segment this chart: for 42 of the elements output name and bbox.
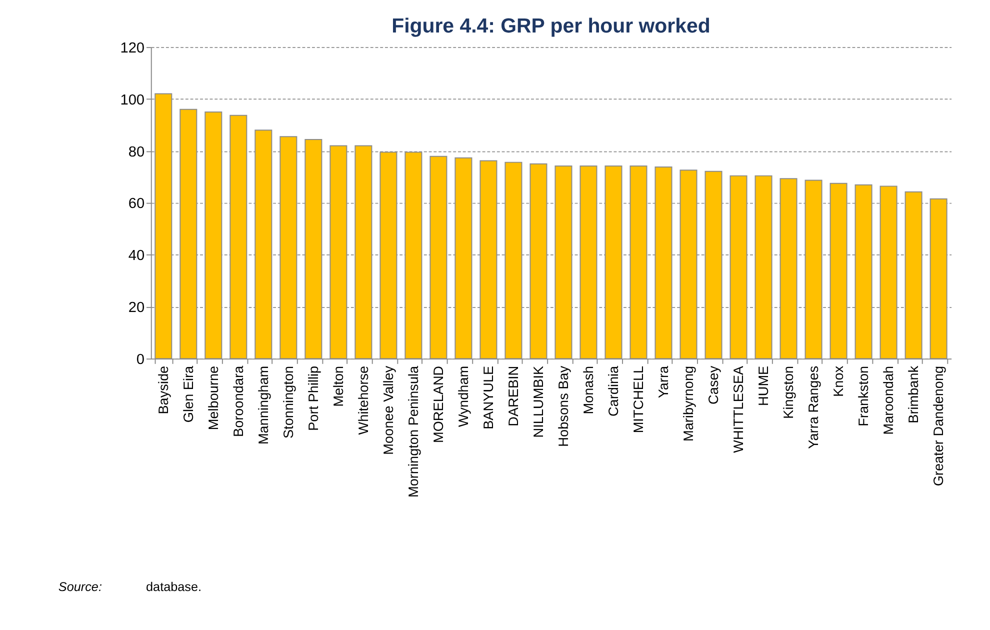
y-tick-label: 60 <box>128 196 145 212</box>
x-tick-label: Glen Eira <box>180 365 196 423</box>
chart-title: Figure 4.4: GRP per hour worked <box>392 14 710 38</box>
x-tick-label: Melbourne <box>206 366 221 430</box>
x-tick-label: Brimbank <box>906 366 921 424</box>
x-tick-label: Casey <box>706 366 721 404</box>
y-tick-label: 80 <box>128 144 145 160</box>
x-tick-label: Bayside <box>156 366 171 414</box>
x-tick-label: HUME <box>756 366 771 406</box>
x-tick-label: Boroondara <box>230 365 246 437</box>
y-tick-label: 20 <box>128 300 145 316</box>
x-tick-label: Maroondah <box>880 366 896 435</box>
x-tick-label: Cardinia <box>606 365 621 417</box>
y-tick-label: 100 <box>120 92 145 108</box>
x-tick-label: Yarra Ranges <box>806 366 821 449</box>
x-tick-label: NILLUMBIK <box>530 366 546 438</box>
x-tick-label: Knox <box>830 366 846 397</box>
x-tick-label: BANYULE <box>480 366 496 430</box>
x-tick-label: Stonnington <box>280 366 296 439</box>
x-tick-label: Wyndham <box>456 366 471 428</box>
text: database. <box>146 580 202 594</box>
x-tick-label: Mornington Peninsula <box>406 365 421 498</box>
x-tick-label: Whitehorse <box>356 366 371 435</box>
x-tick-label: Monash <box>580 366 596 414</box>
x-tick-label: Moonee Valley <box>380 366 396 455</box>
x-tick-label: WHITTLESEA <box>730 364 746 453</box>
x-tick-label: Hobsons Bay <box>556 366 571 447</box>
x-tick-label: MITCHELL <box>630 365 646 434</box>
x-tick-label: MORELAND <box>430 366 446 444</box>
x-tick-label: Port Phillip <box>306 366 321 431</box>
x-tick-label: Melton <box>330 366 346 407</box>
y-tick-label: 120 <box>120 40 145 56</box>
y-tick-label: 40 <box>128 248 145 264</box>
x-tick-label: DAREBIN <box>506 366 521 426</box>
source-note: Source: <box>58 580 102 594</box>
x-tick-label: Manningham <box>256 366 271 445</box>
x-tick-label: Yarra <box>656 365 671 398</box>
x-tick-label: Frankston <box>856 366 871 426</box>
x-tick-label: Kingston <box>780 366 796 419</box>
x-tick-label: Maribyrnong <box>680 366 696 442</box>
y-tick-label: 0 <box>136 352 145 368</box>
x-tick-label: Greater Dandenong <box>930 366 946 486</box>
